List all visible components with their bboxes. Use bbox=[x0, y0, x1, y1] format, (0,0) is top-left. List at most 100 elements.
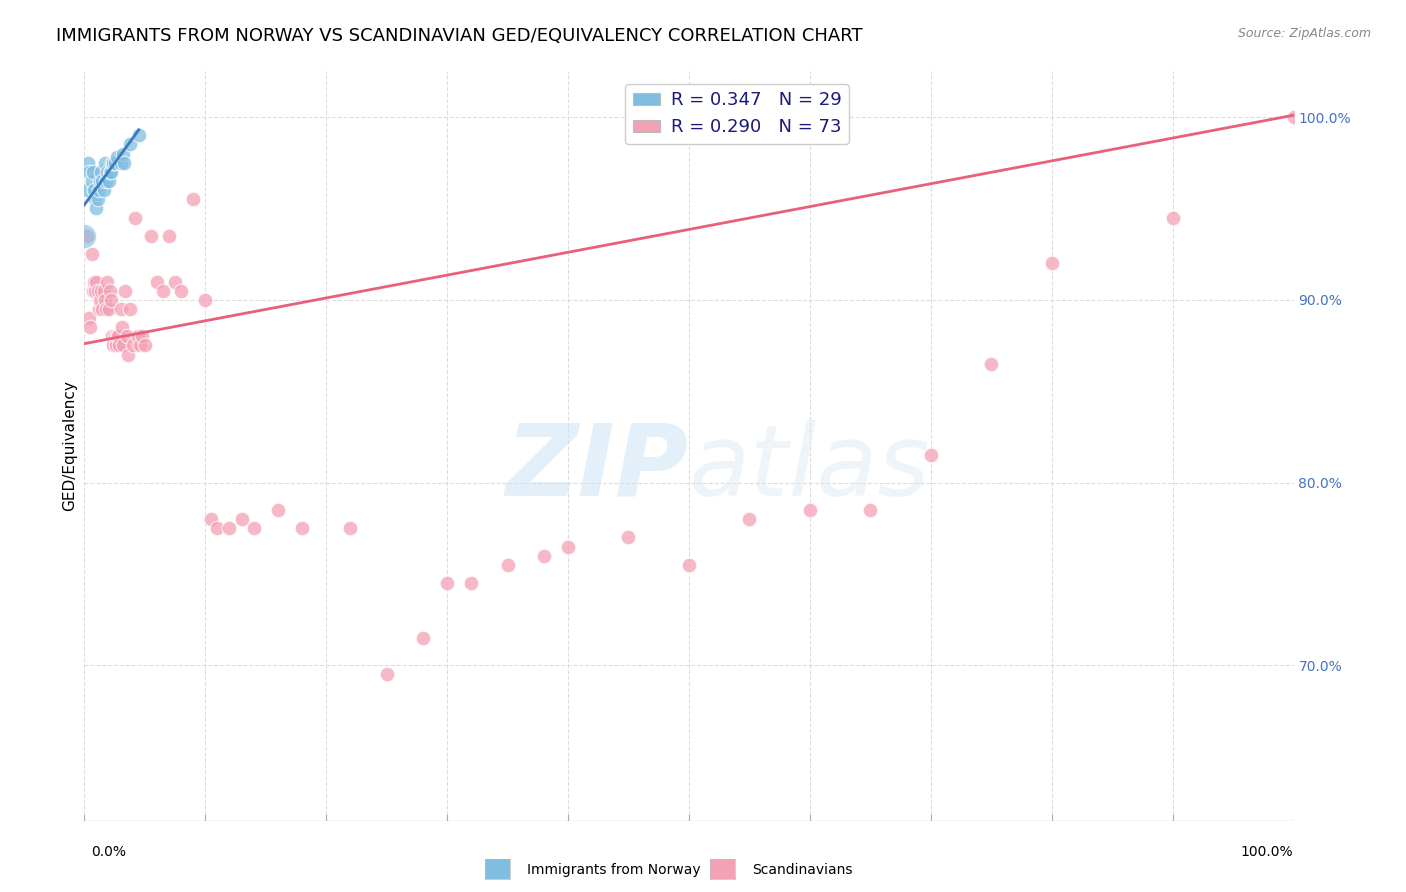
Point bbox=[114, 284, 136, 298]
Point bbox=[101, 329, 124, 343]
Point bbox=[89, 293, 111, 307]
Point bbox=[79, 320, 101, 334]
Point bbox=[112, 155, 135, 169]
Point bbox=[93, 284, 115, 298]
Point bbox=[533, 549, 555, 563]
Point bbox=[134, 338, 156, 352]
Point bbox=[1161, 211, 1184, 225]
Point bbox=[375, 667, 398, 681]
Point bbox=[170, 284, 193, 298]
Point bbox=[76, 228, 98, 243]
Point bbox=[89, 174, 111, 188]
Text: 0.0%: 0.0% bbox=[91, 845, 127, 859]
Point bbox=[110, 155, 132, 169]
Point bbox=[194, 293, 217, 307]
Point bbox=[115, 329, 138, 343]
Point bbox=[231, 512, 253, 526]
Point bbox=[96, 275, 118, 289]
Point bbox=[86, 275, 108, 289]
Point bbox=[87, 301, 110, 316]
Point bbox=[412, 631, 434, 645]
Point bbox=[86, 202, 108, 216]
Point bbox=[339, 521, 361, 535]
Point bbox=[100, 293, 122, 307]
Point bbox=[77, 155, 100, 169]
Point bbox=[84, 284, 107, 298]
Text: atlas: atlas bbox=[689, 420, 931, 517]
Point bbox=[557, 540, 579, 554]
Point bbox=[267, 503, 290, 517]
Point bbox=[94, 155, 117, 169]
Point bbox=[799, 503, 821, 517]
Point bbox=[97, 301, 120, 316]
Point bbox=[859, 503, 882, 517]
Point bbox=[242, 521, 264, 535]
Point bbox=[91, 174, 114, 188]
Point bbox=[104, 155, 127, 169]
Point bbox=[105, 329, 128, 343]
Point bbox=[100, 165, 122, 179]
Point bbox=[207, 521, 229, 535]
Point bbox=[112, 146, 135, 161]
Point bbox=[86, 284, 108, 298]
Point bbox=[165, 275, 187, 289]
Point bbox=[80, 247, 103, 261]
Point bbox=[105, 150, 128, 164]
Point bbox=[1040, 256, 1063, 270]
Point bbox=[128, 128, 150, 143]
Point bbox=[980, 357, 1002, 371]
Point bbox=[94, 293, 117, 307]
Point bbox=[104, 338, 127, 352]
Point bbox=[460, 576, 482, 591]
Point bbox=[617, 530, 640, 544]
Point bbox=[103, 155, 125, 169]
Point bbox=[82, 165, 104, 179]
Point bbox=[76, 183, 98, 197]
Point bbox=[93, 183, 115, 197]
Point bbox=[104, 329, 127, 343]
Point bbox=[94, 301, 117, 316]
Point bbox=[96, 165, 118, 179]
Point bbox=[90, 284, 112, 298]
Point bbox=[108, 338, 131, 352]
Point bbox=[678, 558, 700, 572]
Point bbox=[291, 521, 314, 535]
Point bbox=[98, 165, 121, 179]
Point bbox=[124, 211, 146, 225]
Point bbox=[181, 192, 204, 206]
Point bbox=[90, 165, 112, 179]
Point bbox=[98, 284, 121, 298]
Point bbox=[146, 275, 169, 289]
Point bbox=[86, 192, 108, 206]
Point bbox=[73, 228, 96, 243]
Point bbox=[738, 512, 761, 526]
Point bbox=[436, 576, 458, 591]
Point bbox=[103, 338, 125, 352]
Text: ZIP: ZIP bbox=[506, 420, 689, 517]
Point bbox=[87, 183, 110, 197]
Point bbox=[152, 284, 174, 298]
Point bbox=[131, 329, 153, 343]
Point bbox=[121, 338, 143, 352]
Point bbox=[120, 301, 142, 316]
Point bbox=[127, 329, 149, 343]
Point bbox=[112, 338, 135, 352]
Text: Source: ZipAtlas.com: Source: ZipAtlas.com bbox=[1237, 27, 1371, 40]
Legend: R = 0.347   N = 29, R = 0.290   N = 73: R = 0.347 N = 29, R = 0.290 N = 73 bbox=[626, 84, 849, 144]
Point bbox=[107, 329, 129, 343]
Point bbox=[139, 228, 162, 243]
Text: IMMIGRANTS FROM NORWAY VS SCANDINAVIAN GED/EQUIVALENCY CORRELATION CHART: IMMIGRANTS FROM NORWAY VS SCANDINAVIAN G… bbox=[56, 27, 863, 45]
Point bbox=[111, 320, 134, 334]
Point bbox=[77, 165, 100, 179]
Point bbox=[91, 301, 114, 316]
Point bbox=[1282, 110, 1305, 124]
Point bbox=[83, 275, 105, 289]
Point bbox=[218, 521, 240, 535]
Text: 100.0%: 100.0% bbox=[1241, 845, 1294, 859]
Point bbox=[120, 137, 142, 152]
Point bbox=[94, 174, 117, 188]
Point bbox=[157, 228, 180, 243]
Text: Immigrants from Norway: Immigrants from Norway bbox=[527, 863, 700, 877]
Point bbox=[84, 192, 107, 206]
Point bbox=[920, 448, 942, 462]
